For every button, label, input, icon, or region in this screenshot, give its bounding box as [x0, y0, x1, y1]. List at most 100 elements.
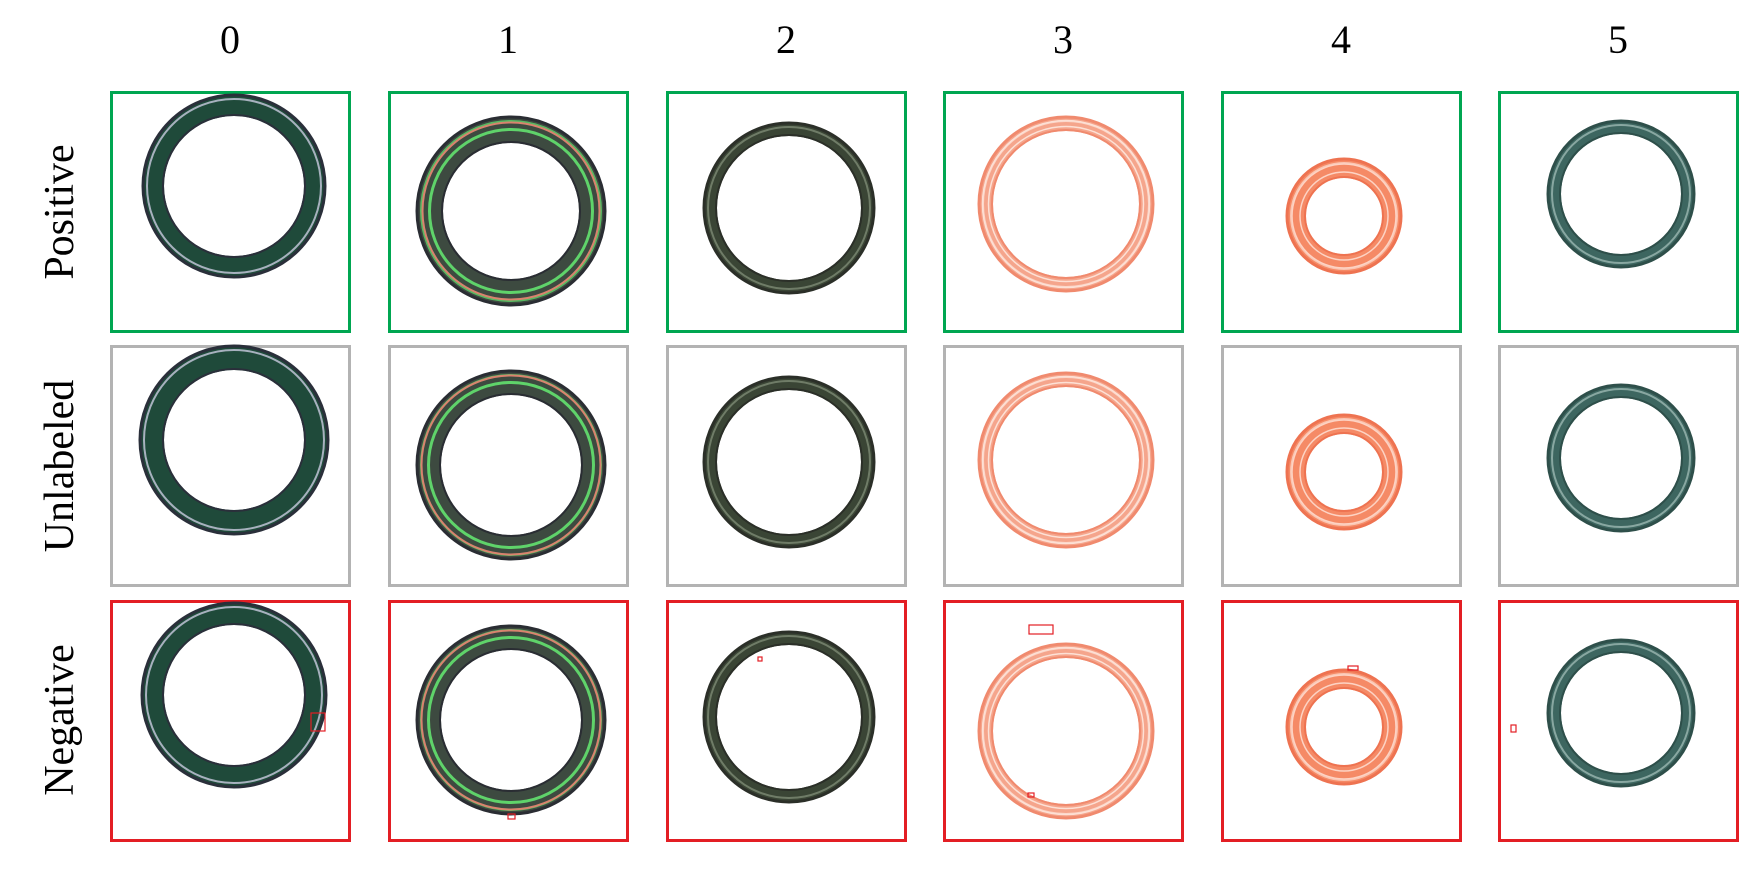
ring-green-band — [428, 128, 594, 294]
ring-highlight — [982, 376, 1150, 544]
ring-highlight — [145, 606, 323, 784]
ring-inner-edge — [715, 388, 863, 536]
column-header-5: 5 — [1608, 17, 1628, 62]
defect-box — [757, 656, 763, 662]
ring-outer-edge — [702, 630, 876, 804]
ring-groove — [1299, 427, 1389, 517]
image-cell-positive-2 — [666, 91, 907, 333]
ring-outer-edge — [138, 344, 330, 536]
ring-inner-edge — [1304, 432, 1384, 512]
ring-highlight — [982, 120, 1150, 288]
image-cell-unlabeled-4 — [1221, 345, 1462, 587]
ring-groove — [981, 119, 1151, 289]
ring-highlight — [146, 98, 322, 274]
ring-highlight — [707, 380, 871, 544]
ring-outer-edge — [702, 375, 876, 549]
ring-pink-band — [421, 121, 601, 301]
ring-body — [703, 376, 875, 548]
ring-image-unlabeled-5 — [1546, 383, 1696, 533]
ring-inner-edge — [162, 623, 306, 767]
ring-inner-edge — [991, 656, 1141, 806]
ring-image-unlabeled-1 — [415, 369, 607, 561]
ring-inner-edge — [1304, 687, 1384, 767]
ring-body — [1286, 669, 1402, 785]
ring-image-unlabeled-2 — [702, 375, 876, 549]
ring-inner-edge — [715, 643, 863, 791]
image-cell-negative-5 — [1498, 600, 1739, 842]
column-header-0: 0 — [220, 17, 240, 62]
image-cell-unlabeled-3 — [943, 345, 1184, 587]
ring-groove — [981, 646, 1151, 816]
ring-image-negative-1 — [415, 624, 607, 820]
ring-outer-edge — [1285, 668, 1403, 786]
ring-groove — [981, 375, 1151, 545]
image-cell-unlabeled-0 — [110, 344, 351, 587]
ring-image-positive-2 — [702, 121, 876, 295]
ring-image-unlabeled-0 — [138, 344, 330, 536]
ring-image-positive-3 — [977, 115, 1155, 293]
ring-body — [1547, 120, 1695, 268]
ring-inner-edge — [991, 385, 1141, 535]
ring-inner-edge — [1304, 176, 1384, 256]
image-cell-positive-3 — [943, 91, 1184, 333]
ring-groove — [1291, 419, 1397, 525]
ring-inner-edge — [162, 114, 306, 258]
column-header-3: 3 — [1053, 17, 1073, 62]
column-header-2: 2 — [776, 17, 796, 62]
ring-body — [1547, 639, 1695, 787]
ring-highlight — [420, 120, 602, 302]
ring-outer-edge — [141, 93, 327, 279]
ring-outer-edge — [977, 115, 1155, 293]
image-cell-unlabeled-5 — [1498, 345, 1739, 587]
ring-body — [139, 345, 329, 535]
ring-groove — [987, 381, 1145, 539]
image-cell-positive-1 — [388, 91, 629, 333]
image-cell-positive-4 — [1221, 91, 1462, 333]
defect-box — [1028, 624, 1054, 635]
ring-inner-edge — [441, 141, 581, 281]
ring-outer-edge — [1546, 119, 1696, 269]
ring-inner-edge — [162, 368, 306, 512]
defect-box — [1347, 665, 1359, 671]
ring-image-negative-4 — [1285, 665, 1403, 786]
ring-outer-edge — [140, 601, 328, 789]
ring-inner-edge — [1559, 132, 1683, 256]
ring-outer-edge — [977, 642, 1155, 820]
ring-inner-edge — [991, 129, 1141, 279]
ring-image-negative-0 — [140, 601, 328, 789]
ring-image-positive-4 — [1285, 157, 1403, 275]
ring-highlight — [1551, 388, 1691, 528]
ring-image-negative-5 — [1510, 638, 1696, 788]
defect-box — [1027, 792, 1035, 798]
ring-inner-edge — [1559, 651, 1683, 775]
ring-outer-edge — [1285, 157, 1403, 275]
defect-box — [310, 712, 326, 732]
image-cell-positive-5 — [1498, 91, 1739, 333]
ring-highlight — [1290, 673, 1398, 781]
row-label-negative-text: Negative — [37, 644, 83, 796]
ring-body — [142, 94, 326, 278]
ring-highlight — [143, 349, 325, 531]
ring-outer-edge — [702, 121, 876, 295]
ring-outer-edge — [977, 371, 1155, 549]
ring-inner-edge — [439, 393, 583, 537]
ring-groove — [1291, 163, 1397, 269]
ring-groove — [1299, 682, 1389, 772]
ring-image-negative-2 — [702, 630, 876, 804]
ring-outer-edge — [1546, 638, 1696, 788]
ring-groove — [1291, 674, 1397, 780]
ring-highlight — [1290, 162, 1398, 270]
image-cell-negative-1 — [388, 600, 629, 842]
ring-body — [978, 116, 1154, 292]
ring-body — [703, 631, 875, 803]
ring-image-positive-0 — [141, 93, 327, 279]
ring-image-unlabeled-3 — [977, 371, 1155, 549]
image-cell-positive-0 — [110, 91, 351, 333]
ring-image-negative-3 — [977, 624, 1155, 820]
defect-box — [1510, 724, 1517, 733]
ring-body — [978, 372, 1154, 548]
image-cell-negative-4 — [1221, 600, 1462, 842]
ring-outer-edge — [415, 369, 607, 561]
ring-highlight — [707, 635, 871, 799]
